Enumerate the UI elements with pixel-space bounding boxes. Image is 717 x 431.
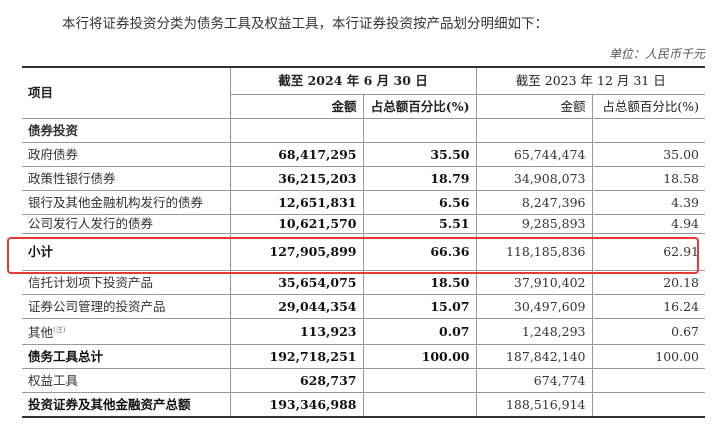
amount-2024: 192,718,251 xyxy=(230,344,364,370)
pct-2024: 66.36 xyxy=(363,233,477,271)
subtotal-row: 小计 127,905,899 66.36 118,185,836 62.91 xyxy=(22,233,705,271)
pct-2023: 4.94 xyxy=(592,214,705,234)
pct-2024: 0.07 xyxy=(363,318,477,346)
amount-2024: 193,346,988 xyxy=(230,392,364,419)
section-row-debt: 债券投资 xyxy=(22,118,705,143)
amount-2024: 29,044,354 xyxy=(230,294,364,319)
section-title: 债券投资 xyxy=(22,118,231,143)
amount-2023: 674,774 xyxy=(476,368,593,394)
table-row: 证券公司管理的投资产品 29,044,354 15.07 30,497,609 … xyxy=(22,294,705,319)
amount-2023: 65,744,474 xyxy=(476,142,593,167)
amount-2023: 30,497,609 xyxy=(476,294,593,319)
amount-2023: 118,185,836 xyxy=(476,233,593,271)
row-label: 证券公司管理的投资产品 xyxy=(22,294,231,319)
row-label: 银行及其他金融机构发行的债券 xyxy=(22,190,231,215)
row-label: 其他 xyxy=(28,325,54,341)
period-2024-header: 截至 2024 年 6 月 30 日 xyxy=(230,66,477,95)
header-row-columns: 金额 占总额百分比(%) 金额 占总额百分比(%) xyxy=(22,94,705,119)
table-row: 权益工具 628,737 674,774 xyxy=(22,368,705,394)
pct-2023 xyxy=(592,368,705,394)
pct-2024: 6.56 xyxy=(363,190,477,215)
row-label: 投资证券及其他金融资产总额 xyxy=(22,392,231,419)
amount-2024: 12,651,831 xyxy=(230,190,364,215)
amount-2023-header: 金额 xyxy=(476,94,593,119)
pct-2023: 62.91 xyxy=(592,233,705,271)
amount-2024: 10,621,570 xyxy=(230,214,364,234)
grand-total-row: 投资证券及其他金融资产总额 193,346,988 188,516,914 xyxy=(22,392,705,419)
unit-label: 单位：人民币千元 xyxy=(608,47,705,61)
row-label: 政府债券 xyxy=(22,142,231,167)
amount-2024: 113,923 xyxy=(230,318,364,346)
table-row: 公司发行人发行的债券 10,621,570 5.51 9,285,893 4.9… xyxy=(22,214,705,234)
row-label: 债务工具总计 xyxy=(22,344,231,370)
amount-2024: 127,905,899 xyxy=(230,233,364,271)
pct-2023: 0.67 xyxy=(592,318,705,346)
footnote-marker: (注) xyxy=(53,326,66,334)
table-row: 银行及其他金融机构发行的债券 12,651,831 6.56 8,247,396… xyxy=(22,190,705,215)
row-label: 政策性银行债券 xyxy=(22,166,231,191)
pct-2024: 5.51 xyxy=(363,214,477,234)
pct-2023: 16.24 xyxy=(592,294,705,319)
pct-2024: 15.07 xyxy=(363,294,477,319)
amount-2023: 1,248,293 xyxy=(476,318,593,346)
table-row: 其他(注) 113,923 0.07 1,248,293 0.67 xyxy=(22,318,705,346)
amount-2023: 8,247,396 xyxy=(476,190,593,215)
pct-2024 xyxy=(363,368,477,394)
header-row-periods: 项目 截至 2024 年 6 月 30 日 截至 2023 年 12 月 31 … xyxy=(22,66,705,119)
pct-2024-header: 占总额百分比(%) xyxy=(363,94,477,119)
row-label: 小计 xyxy=(22,233,231,271)
amount-2023: 188,516,914 xyxy=(476,392,593,419)
amount-2023: 187,842,140 xyxy=(476,344,593,370)
pct-2024 xyxy=(363,392,477,419)
row-label: 公司发行人发行的债券 xyxy=(22,214,231,234)
amount-2024-header: 金额 xyxy=(230,94,364,119)
table-row: 政府债券 68,417,295 35.50 65,744,474 35.00 xyxy=(22,142,705,167)
amount-2023: 37,910,402 xyxy=(476,270,593,295)
amount-2023: 9,285,893 xyxy=(476,214,593,234)
amount-2024: 628,737 xyxy=(230,368,364,394)
pct-2024: 18.79 xyxy=(363,166,477,191)
securities-investment-table: 项目 截至 2024 年 6 月 30 日 截至 2023 年 12 月 31 … xyxy=(22,66,705,419)
row-label: 权益工具 xyxy=(22,368,231,394)
total-row-debt: 债务工具总计 192,718,251 100.00 187,842,140 10… xyxy=(22,344,705,370)
amount-2024: 35,654,075 xyxy=(230,270,364,295)
table-row: 政策性银行债券 36,215,203 18.79 34,908,073 18.5… xyxy=(22,166,705,191)
pct-2024: 18.50 xyxy=(363,270,477,295)
pct-2023: 100.00 xyxy=(592,344,705,370)
intro-text: 本行将证券投资分类为债务工具及权益工具，本行证券投资按产品划分明细如下： xyxy=(62,16,548,32)
pct-2023-header: 占总额百分比(%) xyxy=(592,94,705,119)
pct-2023: 35.00 xyxy=(592,142,705,167)
pct-2023 xyxy=(592,392,705,419)
item-column-header: 项目 xyxy=(22,66,231,119)
amount-2024: 36,215,203 xyxy=(230,166,364,191)
amount-2024: 68,417,295 xyxy=(230,142,364,167)
pct-2023: 20.18 xyxy=(592,270,705,295)
row-label: 信托计划项下投资产品 xyxy=(22,270,231,295)
pct-2024: 100.00 xyxy=(363,344,477,370)
table-row: 信托计划项下投资产品 35,654,075 18.50 37,910,402 2… xyxy=(22,270,705,295)
pct-2023: 4.39 xyxy=(592,190,705,215)
pct-2024: 35.50 xyxy=(363,142,477,167)
pct-2023: 18.58 xyxy=(592,166,705,191)
amount-2023: 34,908,073 xyxy=(476,166,593,191)
row-label-cell: 其他(注) xyxy=(22,318,231,346)
period-2023-header: 截至 2023 年 12 月 31 日 xyxy=(476,66,705,95)
